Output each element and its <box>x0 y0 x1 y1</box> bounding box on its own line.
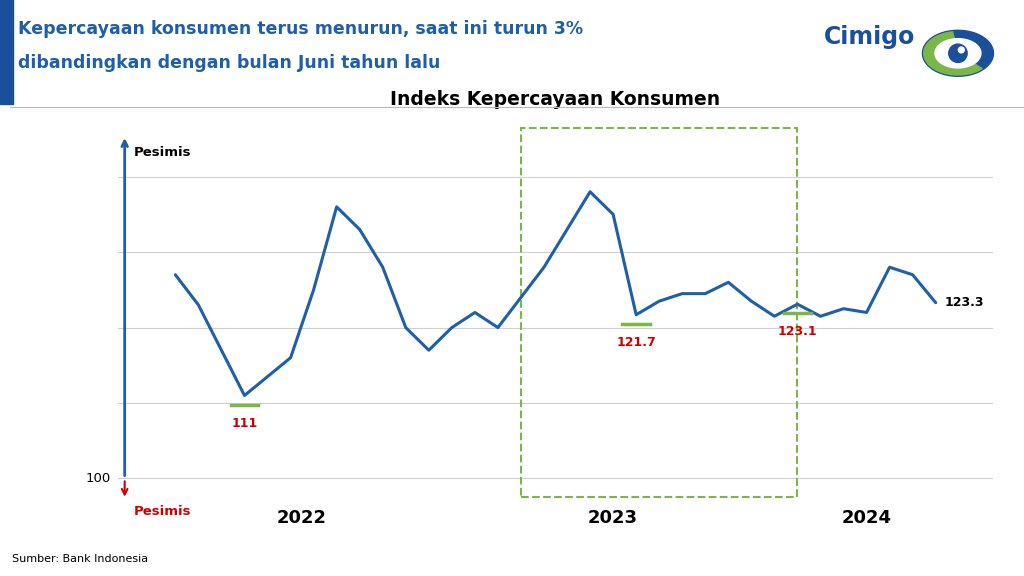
Text: 123.3: 123.3 <box>945 296 984 309</box>
Polygon shape <box>923 31 993 76</box>
Text: 100: 100 <box>86 472 111 485</box>
Text: dibandingkan dengan bulan Juni tahun lalu: dibandingkan dengan bulan Juni tahun lal… <box>18 54 440 72</box>
Text: Pesimis: Pesimis <box>134 505 191 518</box>
Bar <box>521 128 798 497</box>
Circle shape <box>958 47 965 53</box>
Text: Indeks Kepercayaan Konsumen: Indeks Kepercayaan Konsumen <box>390 90 721 109</box>
Circle shape <box>949 44 967 62</box>
Text: 2024: 2024 <box>842 509 892 526</box>
Text: 2022: 2022 <box>278 509 327 526</box>
Text: 123.1: 123.1 <box>777 325 817 338</box>
Text: 111: 111 <box>231 416 258 430</box>
Text: Sumber: Bank Indonesia: Sumber: Bank Indonesia <box>12 555 148 564</box>
Text: Kepercayaan konsumen terus menurun, saat ini turun 3%: Kepercayaan konsumen terus menurun, saat… <box>18 20 584 38</box>
Polygon shape <box>935 39 981 68</box>
Text: Cimigo: Cimigo <box>824 25 915 50</box>
Polygon shape <box>924 32 982 75</box>
Text: Pesimis: Pesimis <box>134 146 191 160</box>
Text: 2023: 2023 <box>588 509 638 526</box>
Text: 121.7: 121.7 <box>616 336 656 349</box>
